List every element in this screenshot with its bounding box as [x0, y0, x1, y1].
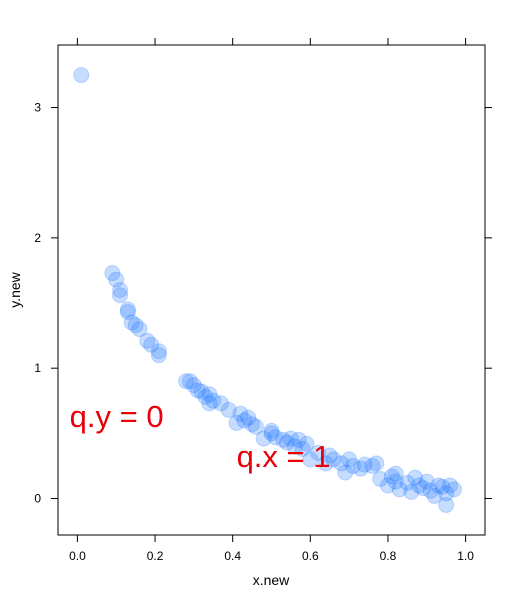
data-point: [267, 429, 284, 446]
data-point: [317, 455, 334, 472]
x-axis: 0.0 0.2 0.4 0.6 0.8 1.0: [69, 38, 474, 563]
data-point: [387, 465, 404, 482]
x-tick-label: 0.8: [380, 549, 397, 563]
data-point: [201, 395, 218, 412]
data-point: [294, 440, 311, 457]
data-point: [418, 473, 435, 490]
data-point: [244, 416, 261, 433]
data-point: [185, 377, 202, 394]
data-point: [341, 451, 358, 468]
data-point: [310, 444, 327, 461]
data-point: [193, 383, 210, 400]
data-point: [442, 477, 459, 494]
data-point: [372, 470, 389, 487]
data-point: [197, 388, 214, 405]
data-point: [112, 282, 129, 298]
x-tick-label: 0.0: [69, 549, 86, 563]
data-point: [333, 455, 350, 472]
data-point: [112, 287, 129, 304]
data-points: [73, 66, 462, 514]
data-point: [430, 477, 447, 494]
data-point: [411, 477, 428, 494]
x-tick-label: 0.6: [302, 549, 319, 563]
data-point: [205, 392, 222, 409]
data-point: [438, 497, 455, 514]
data-point: [119, 304, 136, 321]
data-point: [73, 66, 90, 83]
data-point: [426, 487, 443, 504]
y-tick-label: 2: [34, 231, 41, 245]
data-point: [321, 447, 338, 464]
data-point: [391, 481, 408, 498]
data-point: [150, 347, 167, 364]
data-point: [302, 451, 319, 468]
data-point: [364, 457, 381, 474]
data-point: [178, 373, 195, 390]
annotation-label: q.x = 1: [237, 439, 331, 474]
data-point: [247, 418, 264, 435]
data-point: [255, 430, 272, 447]
data-point: [127, 317, 144, 334]
data-point: [282, 430, 299, 447]
data-point: [236, 412, 253, 429]
data-point: [403, 483, 420, 500]
data-point: [298, 435, 315, 452]
data-point: [290, 431, 307, 448]
data-point: [275, 431, 292, 448]
data-point: [108, 271, 125, 288]
data-point: [240, 409, 257, 426]
data-point: [399, 474, 416, 491]
data-point: [143, 336, 160, 353]
data-point: [232, 405, 249, 422]
data-point: [139, 332, 156, 349]
data-point: [445, 481, 462, 498]
x-axis-title: x.new: [253, 572, 290, 588]
data-point: [383, 468, 400, 485]
x-tick-label: 0.2: [147, 549, 164, 563]
data-point: [150, 343, 167, 360]
x-tick-label: 1.0: [457, 549, 474, 563]
data-point: [438, 485, 455, 502]
data-point: [220, 401, 237, 418]
data-point: [422, 482, 439, 499]
y-axis-title: y.new: [7, 271, 23, 307]
data-point: [181, 373, 198, 390]
annotations: q.y = 0 q.x = 1: [70, 399, 331, 474]
plot-panel: [57, 44, 486, 536]
data-point: [279, 434, 296, 451]
data-point: [201, 386, 218, 403]
data-point: [263, 422, 280, 439]
data-point: [387, 473, 404, 490]
data-point: [213, 395, 230, 412]
y-tick-label: 0: [34, 492, 41, 506]
data-point: [228, 414, 245, 431]
data-point: [356, 456, 373, 473]
data-point: [434, 478, 451, 495]
annotation-label: q.y = 0: [70, 399, 164, 434]
data-point: [379, 477, 396, 494]
data-point: [337, 464, 354, 481]
data-point: [123, 314, 140, 331]
y-tick-label: 1: [34, 361, 41, 375]
data-point: [131, 321, 148, 338]
data-point: [286, 438, 303, 455]
data-point: [104, 265, 121, 282]
data-point: [189, 382, 206, 399]
data-point: [119, 301, 136, 318]
data-point: [325, 451, 342, 468]
data-point: [407, 469, 424, 486]
data-point: [414, 480, 431, 497]
y-axis: 0 1 2 3: [34, 101, 492, 506]
data-point: [345, 457, 362, 474]
data-point: [352, 460, 369, 477]
data-point: [368, 455, 385, 472]
y-tick-label: 3: [34, 101, 41, 115]
data-point: [263, 425, 280, 442]
x-tick-label: 0.4: [224, 549, 241, 563]
